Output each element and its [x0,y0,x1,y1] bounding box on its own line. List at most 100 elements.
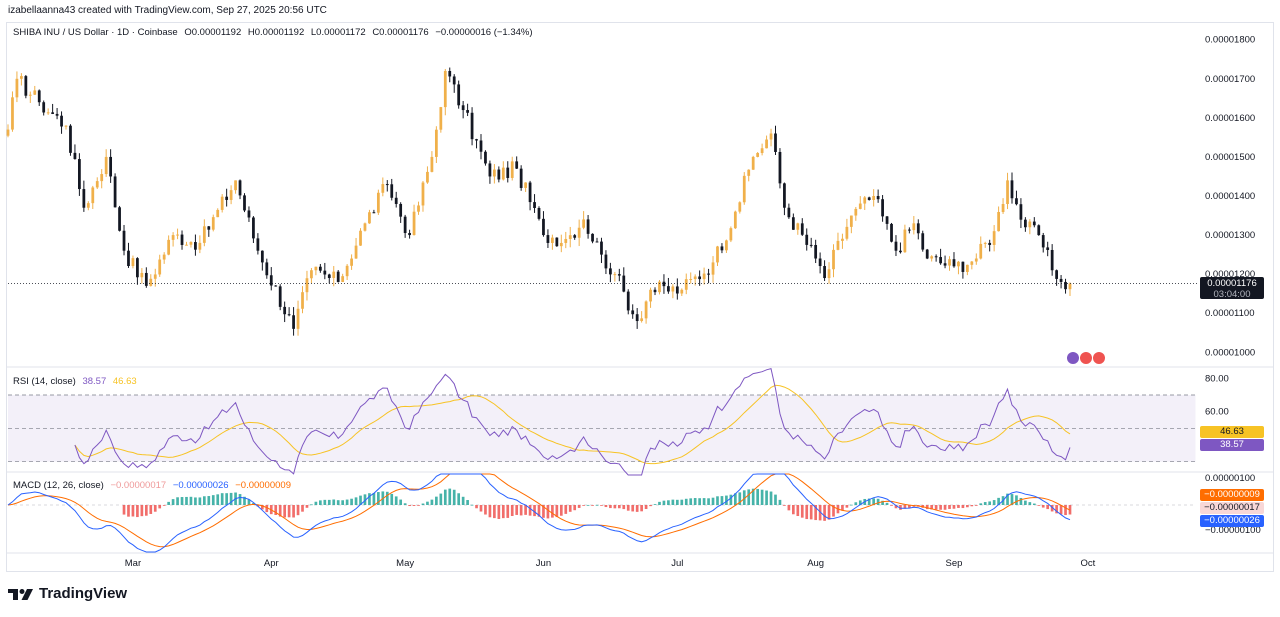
macd-histogram-bar [582,505,585,506]
price-axis-label: 0.00001500 [1205,152,1255,163]
candle-body [6,129,10,136]
candle-body [185,244,188,246]
macd-histogram-bar [1032,503,1036,505]
candle-body [595,241,599,243]
candle-body [278,286,282,307]
macd-histogram-bar [261,505,264,510]
candle-body [153,274,157,279]
macd-histogram-bar [809,505,813,520]
macd-histogram-bar [631,505,635,512]
macd-histogram-bar [747,489,751,505]
macd-histogram-bar [336,500,340,505]
candle-body [711,262,715,275]
macd-histogram-bar [479,505,483,512]
candle-body [675,286,679,294]
macd-histogram-bar [738,492,742,505]
candle-body [546,235,550,243]
candle-body [118,207,121,231]
macd-histogram-bar [542,505,545,518]
candle-body [1041,235,1045,248]
macd-legend: MACD (12, 26, close) −0.00000017 −0.0000… [13,480,295,491]
macd-line [7,473,1071,553]
time-axis-label: Sep [946,558,963,569]
rsi-legend-value: 38.57 [82,376,107,387]
ohlc-low: L0.00001172 [310,27,366,38]
macd-histogram-bar [899,505,902,510]
macd-histogram-bar [778,499,782,505]
candle-body [863,197,867,204]
macd-histogram-bar [1041,505,1045,508]
macd-histogram-bar [818,505,822,521]
macd-histogram-bar [742,490,746,505]
candle-body [600,241,603,255]
candle-body [336,271,340,282]
macd-histogram-bar [952,505,956,509]
candle-body [359,230,362,246]
candle-body [568,235,572,239]
candle-body [751,156,755,170]
macd-histogram-bar [426,501,429,505]
macd-histogram-bar [394,496,398,505]
price-axis-label: 0.00001000 [1205,347,1255,358]
lightning-icon [1067,352,1079,364]
candle-body [73,152,77,160]
candle-body [91,187,95,204]
macd-histogram-bar [800,505,804,518]
macd-histogram-bar [345,499,349,505]
macd-histogram-bar [939,505,942,510]
macd-histogram-bar [198,497,202,505]
macd-histogram-bar [287,505,291,518]
macd-histogram-bar [359,495,362,505]
candle-body [506,167,510,178]
macd-histogram-bar [667,500,670,505]
macd-histogram-bar [461,496,465,505]
candle-body [841,238,844,241]
candle-body [1059,278,1063,282]
candle-body [158,259,162,275]
macd-histogram-bar [510,505,514,516]
price-axis-label: 0.00001300 [1205,230,1255,241]
candle-body [305,278,309,293]
candle-body [912,223,916,231]
macd-histogram-bar [421,503,425,505]
macd-histogram-bar [591,505,594,506]
ohlc-close: C0.00001176 [372,27,429,38]
macd-histogram-bar [506,505,510,518]
macd-histogram-bar [600,505,603,506]
candle-body [921,233,925,250]
candle-body [363,223,367,231]
candle-body [20,76,23,79]
macd-histogram-bar [622,505,626,510]
candle-body [256,238,260,251]
macd-histogram-bar [136,505,139,518]
candle-body [417,205,420,212]
candle-body [15,78,19,98]
candle-body [64,125,68,127]
candle-body [577,227,581,238]
time-axis-label: Apr [264,558,279,569]
candle-body [122,230,126,251]
candle-body [992,231,996,245]
candle-body [965,264,969,272]
macd-histogram-bar [948,505,951,509]
candle-body [1006,180,1009,205]
macd-histogram-bar [640,505,643,512]
macd-histogram-bar [319,500,322,505]
tradingview-brand[interactable]: TradingView [8,585,127,602]
macd-histogram-bar [568,505,572,512]
candle-body [787,207,791,218]
candle-body [1037,225,1041,236]
macd-histogram-bar [733,493,737,505]
candle-body [894,241,898,251]
candle-body [109,156,113,177]
candle-body [613,274,617,276]
macd-histogram-bar [845,505,849,508]
price-axis-label: 0.00001400 [1205,191,1255,202]
macd-histogram-bar [484,505,487,515]
macd-histogram-bar [296,505,300,516]
candle-body [693,276,697,280]
candle-body [640,318,644,322]
macd-histogram-bar [122,505,126,515]
candle-body [961,261,965,272]
